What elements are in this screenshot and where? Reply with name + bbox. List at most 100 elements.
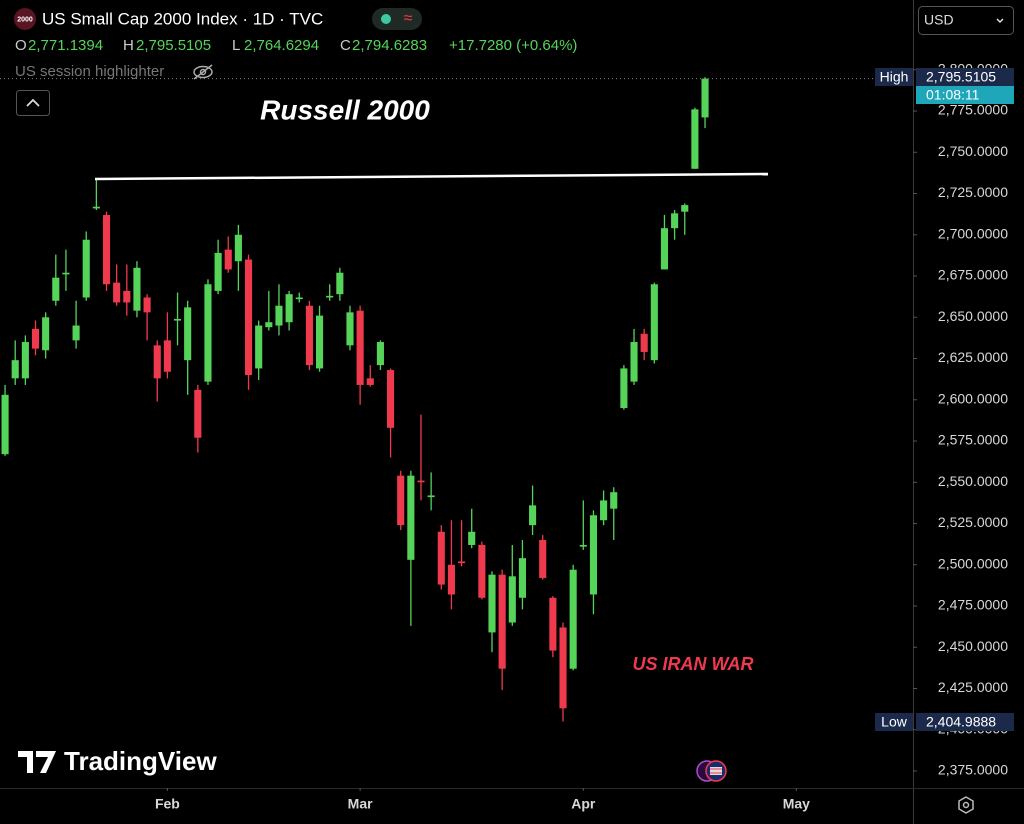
candle-body [153,345,161,379]
currency-label: USD [924,12,954,28]
y-tick-label: 2,675.0000 [938,267,1008,283]
y-tick-label: 2,575.0000 [938,432,1008,448]
candle-body [356,310,364,385]
symbol-icon-text: 2000 [17,16,33,23]
candle-body [265,322,273,328]
candle-body [244,259,253,376]
candle-body [478,544,486,598]
candle-body [376,342,384,366]
candle-body [458,561,466,564]
event-flags[interactable] [696,760,727,782]
candle-body [427,495,435,498]
status-pill[interactable] [372,8,422,30]
candle-body [285,294,293,323]
y-tick-label: 2,775.0000 [938,102,1008,118]
candle-body [701,78,709,118]
candle-body [143,297,151,313]
candle-body [600,500,608,521]
tag-name-box [875,68,913,86]
y-tick-label: 2,550.0000 [938,473,1008,489]
candle-body [234,234,242,262]
candle-body [579,544,587,547]
y-tick-label: 2,750.0000 [938,143,1008,159]
candle-body [488,574,496,633]
candle-body [82,239,90,298]
candle-body [1,394,9,455]
candle-body [224,249,232,270]
tag-value-box [916,68,1014,86]
settings-icon[interactable] [958,796,974,814]
ohlc-value: 2,771.1394 [28,37,103,54]
y-tick-label: 2,700.0000 [938,225,1008,241]
candle-body [315,315,324,369]
candle-body [346,312,354,346]
candle-body [336,272,344,295]
candle-body [397,475,405,526]
candle-body [194,389,202,438]
countdown-tag [916,86,1014,104]
candle-body [163,340,171,372]
x-tick-label: Mar [348,796,373,812]
candle-body [589,515,598,595]
candle-body [559,627,567,709]
tag-value: 2,795.5105 [926,69,996,85]
candle-body [498,574,506,669]
tag-value: 2,404.9888 [926,714,996,730]
tag-name: Low [881,714,908,730]
y-tick-label: 2,425.0000 [938,679,1008,695]
y-tick-label: 2,500.0000 [938,555,1008,571]
candle-body [72,325,80,341]
plot-area [0,77,913,722]
candle-body [387,370,395,428]
candle-body [630,342,638,382]
logo-mark [18,751,56,773]
y-tick-label: 2,375.0000 [938,762,1008,778]
hide-icon[interactable] [193,64,213,80]
candle-body [549,597,557,651]
candle-body [539,540,547,578]
ohlc-legend: O 2,771.1394 H 2,795.5105 L 2,764.6294 C 2,794.… [15,37,577,54]
candle-body [123,290,131,303]
candle-body [660,228,669,270]
candle-body [275,305,283,326]
collapse-arrow [26,98,40,107]
candle-body [529,505,537,526]
y-tick-label: 2,450.0000 [938,638,1008,654]
ohlc-key: O [15,37,27,54]
candle-body [184,307,192,361]
candle-body [62,272,70,275]
candle-body [569,569,577,669]
ohlc-value: 2,764.6294 [244,37,319,54]
collapse-button[interactable] [16,90,50,116]
candle-body [21,342,29,379]
ohlc-key: H [123,37,134,54]
candle-body [113,282,121,303]
candle-body [255,325,263,369]
ohlc-value: 2,794.6283 [352,37,427,54]
delay-icon: ≈ [404,10,413,27]
dropdown-arrow [996,18,1004,24]
candle-body [620,368,628,409]
candle-body [92,206,100,209]
annotation-event: US IRAN WAR [633,654,754,674]
symbol-title[interactable]: US Small Cap 2000 Index · 1D · TVC [42,9,323,28]
market-status-dot [381,14,391,24]
candle-body [437,531,445,585]
candle-body [295,297,303,300]
indicator-name[interactable]: US session highlighter [15,63,164,80]
currency-select[interactable] [918,6,1014,35]
logo-text: TradingView [64,746,217,776]
candle-body [691,109,699,169]
candle-body [204,284,212,382]
candle-body [610,492,618,509]
candle-body [305,305,313,366]
x-tick-label: Feb [155,796,180,812]
tag-name-box [875,713,913,731]
candle-body [468,531,476,545]
tag-name: High [880,69,909,85]
candle-body [31,328,40,349]
candle-body [42,317,50,351]
